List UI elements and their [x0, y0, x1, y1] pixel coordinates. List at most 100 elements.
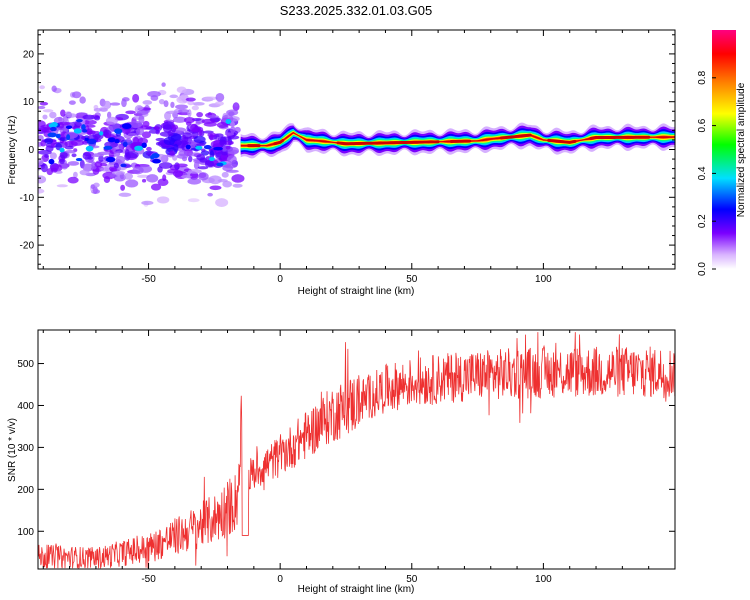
spectrogram-cell [128, 120, 143, 129]
spectrogram-cell [113, 151, 121, 157]
spectrogram-y-axis-label: Frequency (Hz) [7, 116, 18, 185]
spectrogram-cell [170, 101, 175, 108]
spectrogram-cell [188, 155, 193, 163]
spectrogram-cell [187, 100, 195, 106]
spectrogram-cell [73, 171, 78, 178]
spectrogram-cell [59, 147, 65, 153]
spectrogram-cell [221, 151, 228, 156]
spectrogram-cell [94, 115, 101, 121]
figure-title: S233.2025.332.01.03.G05 [280, 3, 433, 18]
spectrogram-cell [71, 91, 82, 99]
spectrogram-cell [206, 115, 220, 119]
spectrogram-cell [196, 143, 206, 147]
spectrogram-cell [159, 131, 174, 137]
spectrogram-cell [105, 156, 116, 163]
spectrogram-cell [111, 170, 126, 176]
spectrogram-cell [175, 163, 188, 168]
spectrogram-cell [141, 131, 152, 139]
spectrogram-cell [219, 139, 227, 147]
spectrogram-cell [177, 112, 191, 116]
spectrogram-cell [98, 155, 104, 162]
spectrogram-cell [39, 101, 49, 106]
spectrogram-cell [94, 161, 103, 168]
y-tick-label: 300 [17, 443, 34, 454]
spectrogram-cell [230, 121, 235, 128]
spectrogram-cell [233, 102, 239, 108]
spectrogram-cell [107, 111, 112, 119]
spectrogram-cell [230, 126, 236, 134]
spectrogram-cell [227, 135, 240, 140]
spectrogram-cell [49, 111, 57, 119]
spectrogram-cell [73, 128, 82, 134]
spectrogram-peak [499, 133, 532, 140]
spectrogram-cell [225, 145, 231, 150]
spectrogram-cell [38, 175, 47, 184]
spectrogram-cell [161, 82, 166, 87]
spectrogram-cell [222, 180, 233, 188]
spectrogram-cell [158, 98, 165, 105]
spectrogram-cell [222, 165, 234, 172]
y-tick-label: 100 [17, 527, 34, 538]
spectrogram-cell [196, 154, 206, 161]
spectrogram-cell [82, 114, 95, 120]
spectrogram-cell [141, 200, 154, 206]
spectrogram-cell [42, 114, 48, 120]
spectrogram-cell [121, 98, 127, 108]
spectrogram-cell [64, 149, 77, 154]
spectrogram-cell [124, 152, 131, 161]
spectrogram-cell [195, 121, 201, 125]
spectrogram-axes: -50 0 50 100 -20 -10 0 10 20 [20, 30, 675, 285]
spectrogram-peak [273, 138, 285, 146]
spectrogram-cell [107, 137, 116, 143]
spectrogram-cell [176, 153, 189, 159]
spectrogram-cell [152, 158, 161, 164]
spectrogram-cell [163, 100, 169, 108]
spectrogram-cell [38, 158, 44, 166]
colorbar-label: Normalized spectral amplitude [736, 82, 747, 217]
spectrogram-cell [209, 133, 214, 141]
spectrogram-cell [71, 153, 77, 158]
spectrogram-cell [76, 118, 83, 123]
spectrogram-cell [188, 169, 202, 174]
spectrogram-cell [59, 151, 68, 159]
spectrogram-cell [136, 110, 149, 116]
colorbar-tick-label: 0.0 [697, 262, 708, 276]
spectrogram-cell [225, 119, 232, 125]
spectrogram-cell [51, 85, 57, 93]
spectrogram-cell [67, 176, 79, 184]
spectrogram-cell [185, 97, 196, 102]
spectrogram-cell [215, 133, 224, 138]
colorbar-tick-label: 0.6 [697, 118, 708, 132]
y-tick-label: 500 [17, 359, 34, 370]
spectrogram-cell [55, 133, 61, 139]
spectrogram-cell [120, 184, 126, 191]
y-tick-label: 200 [17, 485, 34, 496]
spectrogram-cell [61, 164, 68, 170]
spectrogram-cell [64, 145, 74, 150]
spectrogram-cell [224, 132, 235, 136]
spectrogram-cell [162, 174, 167, 182]
spectrogram-cell [209, 150, 215, 160]
spectrogram-cell [216, 162, 224, 167]
spectrogram-cell [156, 196, 170, 204]
spectrogram-cell [226, 169, 239, 173]
colorbar-axes: 0.0 0.2 0.4 0.6 0.8 [697, 70, 716, 276]
spectrogram-cell [122, 141, 128, 148]
spectrogram-cell [56, 184, 68, 188]
spectrogram-cell [82, 129, 88, 133]
spectrogram-cell [183, 117, 195, 124]
y-tick-label: 10 [23, 97, 35, 108]
spectrogram-cell [44, 137, 54, 145]
spectrogram-cell [138, 165, 153, 173]
spectrogram-cell [46, 168, 53, 176]
spectrogram-cell [38, 105, 46, 110]
spectrogram-cell [173, 143, 179, 153]
spectrogram-cell [134, 145, 143, 151]
colorbar-tick-label: 0.4 [697, 166, 708, 180]
x-tick-label: 0 [277, 574, 283, 585]
spectrogram-cell [86, 127, 93, 136]
spectrogram-cell [60, 109, 66, 117]
spectrogram-cell [123, 172, 134, 180]
spectrogram-cell [127, 132, 138, 137]
spectrogram-cell [167, 168, 179, 174]
